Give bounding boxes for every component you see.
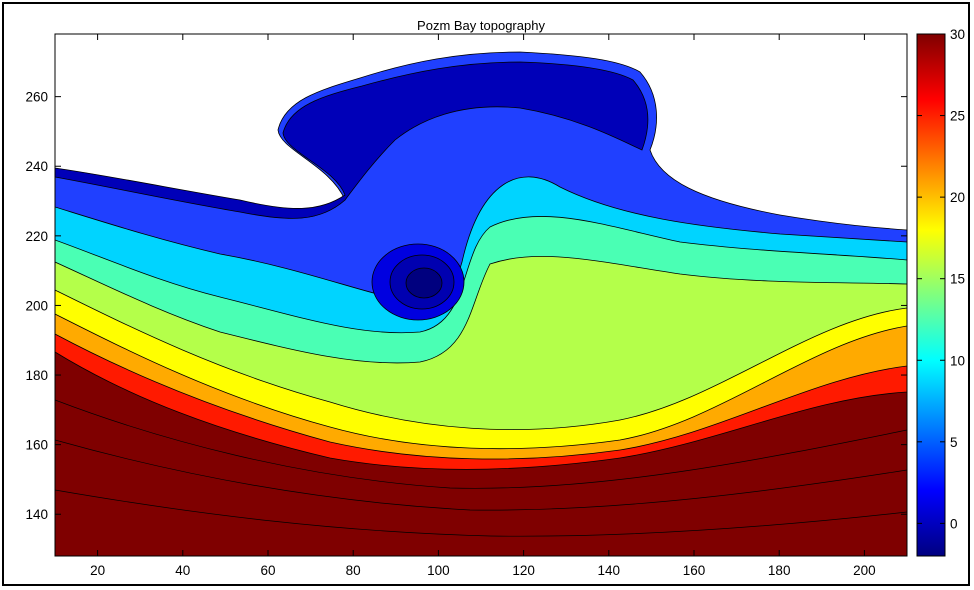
x-tick-label: 160 [683,563,706,578]
y-tick-label: 260 [25,90,48,105]
colorbar-tick-label: 30 [950,27,965,42]
x-tick-label: 20 [90,563,105,578]
colorbar [916,33,946,557]
colorbar-tick-label: 5 [950,435,958,450]
pit-inner [405,267,443,299]
colorbar-tick-label: 10 [950,353,965,368]
x-tick-label: 80 [346,563,361,578]
colorbar-tick-label: 25 [950,109,965,124]
x-tick-label: 40 [175,563,190,578]
x-tick-label: 120 [512,563,535,578]
x-tick-label: 140 [598,563,621,578]
y-tick-label: 200 [25,298,48,313]
colorbar-tick-label: 15 [950,272,965,287]
x-tick-label: 100 [427,563,450,578]
x-tick-label: 60 [260,563,275,578]
deep-contour-1 [55,399,907,489]
y-axis: 140 160 180 200 220 240 260 [25,90,907,522]
x-tick-label: 200 [853,563,876,578]
colorbar-axis: 0 5 10 15 20 25 30 [917,27,965,531]
x-tick-label: 180 [768,563,791,578]
plot-axes-box [54,33,908,557]
deep-contour-3 [55,489,907,537]
y-tick-label: 180 [25,368,48,383]
colorbar-tick-label: 0 [950,516,958,531]
colorbar-tick-label: 20 [950,190,965,205]
y-tick-label: 160 [25,438,48,453]
deep-contour-2 [55,439,907,511]
y-tick-label: 220 [25,229,48,244]
y-tick-label: 140 [25,507,48,522]
y-tick-label: 240 [25,159,48,174]
x-axis: 20 40 60 80 100 120 140 160 180 200 [90,34,876,578]
contour-field [55,34,907,556]
band-level-0 [55,61,649,219]
chart-title: Pozm Bay topography [417,18,545,33]
